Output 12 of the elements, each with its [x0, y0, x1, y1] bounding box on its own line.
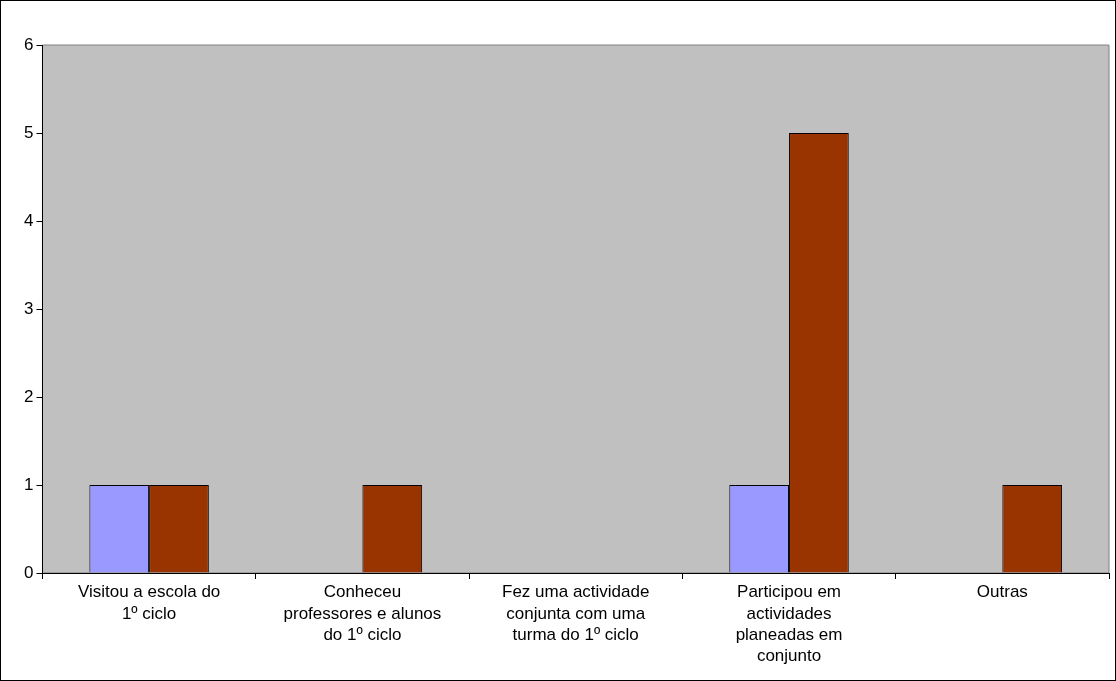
y-tick-label: 1 — [23, 474, 34, 494]
y-tick-label: 2 — [23, 386, 34, 406]
x-tick-label: Fez uma actividade conjunta com uma turma do 1º ciclo — [502, 582, 650, 644]
y-tick-label: 0 — [23, 562, 34, 582]
y-tick-label: 3 — [23, 298, 34, 318]
y-tick-label: 4 — [23, 210, 34, 230]
x-tick-label: Outras — [976, 582, 1028, 602]
x-tick-label: Participou em actividades planeadas em conjunto — [735, 582, 843, 666]
x-tick-label: Conheceu professores e alunos do 1º ciclo — [283, 582, 442, 644]
y-tick-label: 5 — [23, 122, 34, 142]
y-tick-label: 6 — [23, 34, 34, 54]
x-tick-label: Visitou a escola do 1º ciclo — [77, 582, 221, 623]
